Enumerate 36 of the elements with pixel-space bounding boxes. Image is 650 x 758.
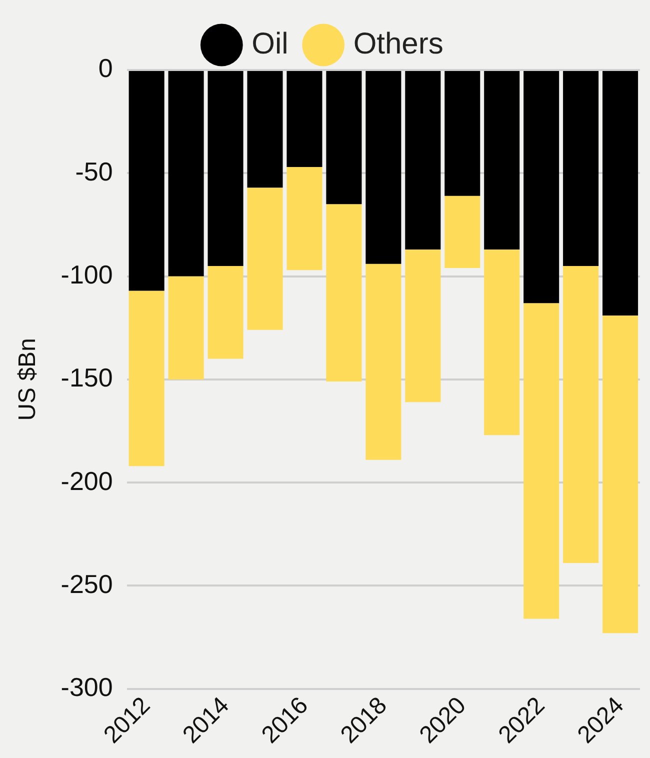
legend-label: Oil [252,27,288,60]
bar [286,71,322,167]
bar [405,71,441,250]
bar [444,71,480,196]
bar [168,71,204,276]
y-tick-label: -100 [60,259,113,290]
bar [286,166,322,270]
bar [602,315,638,634]
y-tick-label: -250 [60,568,113,599]
bar [524,303,560,619]
bar [444,196,480,268]
bar [405,249,441,402]
bar [128,71,164,291]
bar [247,188,283,330]
y-tick-label: -200 [60,466,113,496]
bar [208,71,244,266]
bar [563,266,599,564]
y-tick-label: -50 [75,156,113,186]
bar [326,71,362,204]
bar [326,204,362,382]
bar [484,71,520,250]
bar [208,266,244,359]
bar [484,249,520,436]
bar [168,276,204,380]
y-tick-label: -300 [60,672,113,702]
bar [247,71,283,188]
bar [128,290,164,466]
bar [366,264,402,460]
y-axis-title: US $Bn [14,338,42,421]
bar [366,71,402,264]
bar [524,71,560,304]
bar [602,71,638,316]
bar [563,71,599,266]
y-tick-label: 0 [98,53,113,84]
y-tick-label: -150 [60,362,113,393]
legend-label: Others [353,27,444,60]
